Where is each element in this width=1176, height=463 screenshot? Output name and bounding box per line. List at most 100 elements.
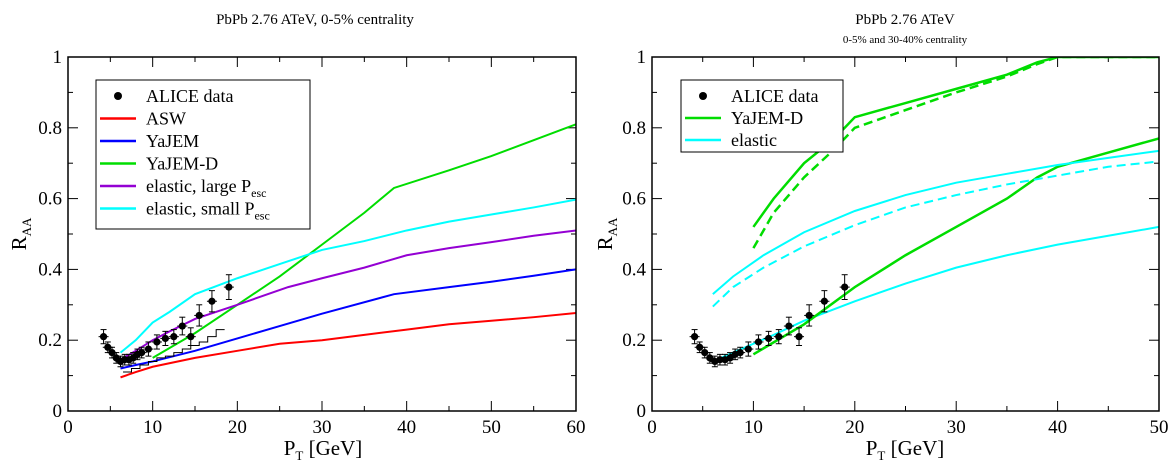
y-tick-label: 0.6 — [622, 189, 646, 210]
data-point — [839, 274, 850, 300]
y-axis-label: RAA — [7, 217, 34, 250]
legend-label: ASW — [146, 109, 186, 129]
data-point — [819, 290, 830, 313]
legend-label: YaJEM — [146, 131, 199, 151]
axis-ticks: 0 10 20 30 40 50 60 0 0.2 0.4 0.6 0.8 1 — [38, 47, 585, 438]
data-point — [151, 334, 162, 350]
data-point — [804, 304, 815, 327]
series-line — [152, 123, 576, 359]
series-line — [119, 198, 576, 354]
x-axis-label: PT [GeV] — [284, 436, 363, 463]
data-point — [773, 329, 784, 345]
data-point — [794, 327, 805, 347]
legend-item: YaJEM — [100, 131, 199, 151]
legend-label: ALICE data — [731, 86, 818, 106]
legend-marker — [114, 92, 122, 100]
data-point — [168, 329, 179, 345]
svg-text:RAA: RAA — [593, 217, 620, 250]
plot-frame — [651, 56, 1160, 412]
legend-label: elastic, small Pesc — [146, 199, 270, 223]
series-line — [123, 329, 225, 373]
data-point — [206, 290, 217, 313]
legend-marker — [699, 92, 707, 100]
data-point — [98, 329, 109, 345]
x-tick-label: 20 — [845, 417, 864, 438]
x-tick-label: 30 — [313, 417, 332, 438]
data-point — [136, 346, 147, 359]
legend-item: elastic — [685, 130, 777, 150]
y-tick-label: 0.4 — [622, 259, 646, 280]
data-point — [763, 330, 774, 347]
y-tick-label: 0.2 — [38, 330, 62, 351]
data-point — [783, 316, 794, 336]
series-line — [752, 57, 1159, 249]
x-tick-label: 10 — [744, 417, 763, 438]
y-tick-label: 1 — [53, 47, 63, 68]
data-point — [177, 316, 188, 336]
x-tick-label: 10 — [143, 417, 162, 438]
x-tick-label: 30 — [947, 417, 966, 438]
data-point — [699, 346, 710, 359]
x-tick-label: 50 — [482, 417, 501, 438]
data-point — [735, 346, 746, 359]
legend-item: YaJEM-D — [100, 154, 218, 174]
x-tick-label: 40 — [397, 417, 416, 438]
data-point — [704, 352, 715, 364]
legend-item: YaJEM-D — [685, 108, 803, 128]
y-axis-label: RAA — [593, 217, 620, 250]
y-tick-label: 1 — [637, 47, 647, 68]
y-tick-label: 0.8 — [38, 118, 62, 139]
legend-label: elastic, large Pesc — [146, 176, 266, 200]
chart-right: PbPb 2.76 ATeV 0-5% and 30-40% centralit… — [593, 12, 1169, 463]
legend-item: ALICE data — [699, 86, 818, 106]
legend-label: YaJEM-D — [731, 108, 803, 128]
data-point — [689, 329, 700, 345]
chart-title: PbPb 2.76 ATeV — [855, 12, 955, 28]
series-line — [712, 160, 1159, 308]
y-tick-label: 0.8 — [622, 118, 646, 139]
data-point — [194, 304, 205, 327]
data-point — [743, 341, 754, 357]
series-line — [712, 225, 1159, 363]
x-tick-label: 0 — [647, 417, 657, 438]
x-tick-label: 60 — [567, 417, 586, 438]
data-point — [160, 330, 171, 347]
x-axis-label: PT [GeV] — [866, 436, 945, 463]
y-tick-label: 0.2 — [622, 330, 646, 351]
legend-label: ALICE data — [146, 86, 233, 106]
y-tick-label: 0 — [637, 401, 647, 422]
plot-area — [98, 123, 576, 379]
chart-subtitle: 0-5% and 30-40% centrality — [843, 34, 968, 46]
y-tick-label: 0.6 — [38, 189, 62, 210]
data-point — [753, 334, 764, 350]
series-line — [712, 149, 1159, 295]
chart-left: PbPb 2.76 ATeV, 0-5% centrality RAA PT [… — [7, 12, 586, 463]
legend-label: YaJEM-D — [146, 154, 218, 174]
y-tick-label: 0.4 — [38, 259, 62, 280]
legend-item: elastic, small Pesc — [100, 199, 270, 223]
legend-item: elastic, large Pesc — [100, 176, 266, 200]
x-tick-label: 40 — [1048, 417, 1067, 438]
x-tick-label: 0 — [63, 417, 73, 438]
svg-text:RAA: RAA — [7, 217, 34, 250]
data-point — [185, 327, 196, 347]
series-line — [120, 311, 576, 379]
legend-item: ASW — [100, 109, 186, 129]
data-point — [223, 274, 234, 300]
svg-text:PT [GeV]: PT [GeV] — [866, 436, 945, 463]
x-tick-label: 50 — [1150, 417, 1169, 438]
plot-area — [689, 57, 1159, 368]
series-line — [119, 229, 576, 361]
legend-item: ALICE data — [114, 86, 233, 106]
series-line — [752, 137, 1159, 356]
series-line — [120, 268, 576, 370]
plot-frame — [67, 56, 577, 412]
data-point — [143, 341, 154, 357]
svg-text:PT [GeV]: PT [GeV] — [284, 436, 363, 463]
legend-box — [95, 79, 311, 230]
axis-ticks: 0 10 20 30 40 50 0 0.2 0.4 0.6 0.8 1 — [622, 47, 1168, 438]
legend-label: elastic — [731, 130, 777, 150]
